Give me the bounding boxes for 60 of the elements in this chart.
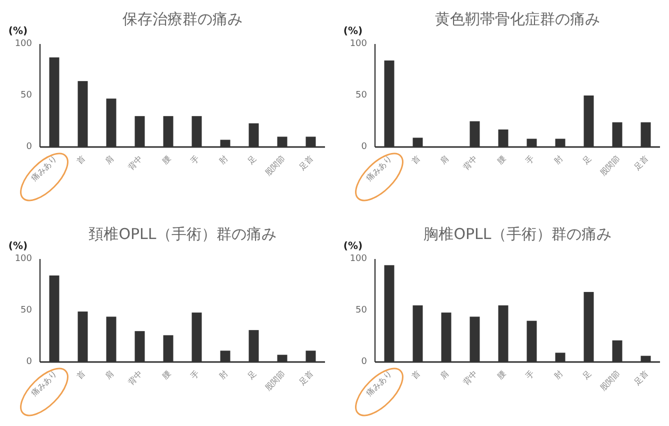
y-tick-label: 0: [361, 357, 368, 367]
x-tick-label: 痛みあり: [30, 369, 59, 398]
x-tick-label: 股関節: [263, 154, 287, 178]
y-axis-title: (%): [343, 241, 363, 252]
x-tick-label: 肩: [438, 369, 451, 382]
x-tick-label: 腰: [496, 154, 508, 166]
y-tick-label: 100: [350, 254, 368, 264]
x-tick-label: 腰: [160, 369, 173, 382]
x-tick-label: 足首: [297, 154, 316, 172]
chart-title: 黄色靭帯骨化症群の痛み: [435, 10, 600, 28]
x-tick-label: 足首: [297, 369, 316, 387]
x-tick-label: 肩: [104, 154, 116, 166]
y-tick-label: 50: [356, 306, 368, 316]
x-tick-label: 首: [75, 154, 88, 166]
y-tick-label: 0: [26, 142, 32, 152]
chart-title: 保存治療群の痛み: [122, 10, 242, 28]
x-tick-label: 足: [246, 369, 258, 382]
x-tick-label: 肘: [552, 154, 565, 166]
x-tick-label: 股関節: [598, 369, 622, 392]
x-tick-label: 肘: [552, 369, 565, 382]
x-tick-label: 痛みあり: [30, 154, 59, 184]
x-tick-label: 首: [410, 154, 422, 166]
x-tick-label: 股関節: [263, 369, 287, 392]
y-axis-title: (%): [8, 241, 28, 252]
x-tick-label: 背中: [461, 369, 480, 387]
y-axis-title: (%): [8, 26, 28, 37]
y-tick-label: 0: [361, 142, 368, 152]
chart-title: 頚椎OPLL（手術）群の痛み: [88, 225, 276, 243]
x-tick-label: 手: [524, 154, 536, 166]
x-tick-label: 股関節: [598, 154, 622, 178]
x-tick-label: 足首: [632, 369, 650, 387]
y-tick-label: 100: [14, 39, 32, 49]
chart-title: 胸椎OPLL（手術）群の痛み: [424, 225, 612, 243]
y-axis-title: (%): [343, 26, 363, 37]
x-tick-label: 足首: [632, 154, 650, 172]
x-tick-label: 首: [75, 369, 88, 382]
x-tick-label: 腰: [496, 369, 508, 382]
x-tick-label: 肘: [218, 369, 230, 382]
x-tick-label: 背中: [126, 154, 144, 172]
y-tick-label: 100: [350, 39, 368, 49]
x-tick-label: 痛みあり: [364, 369, 394, 398]
x-tick-label: 肩: [104, 369, 116, 382]
x-tick-label: 手: [189, 154, 202, 166]
x-tick-label: 背中: [461, 154, 480, 172]
x-tick-label: 手: [189, 369, 202, 382]
x-tick-label: 背中: [126, 369, 144, 387]
x-tick-label: 足: [581, 154, 594, 166]
x-tick-label: 首: [410, 369, 422, 382]
y-tick-label: 50: [356, 90, 368, 100]
x-tick-label: 手: [524, 369, 536, 382]
x-tick-label: 腰: [160, 154, 173, 166]
y-tick-label: 50: [20, 90, 32, 100]
x-tick-label: 痛みあり: [364, 154, 394, 184]
x-tick-label: 肩: [438, 154, 451, 166]
y-tick-label: 0: [26, 357, 32, 367]
y-tick-label: 100: [14, 254, 32, 264]
x-tick-label: 肘: [218, 154, 230, 166]
x-tick-label: 足: [246, 154, 258, 166]
y-tick-label: 50: [20, 306, 32, 316]
x-tick-label: 足: [581, 369, 594, 382]
